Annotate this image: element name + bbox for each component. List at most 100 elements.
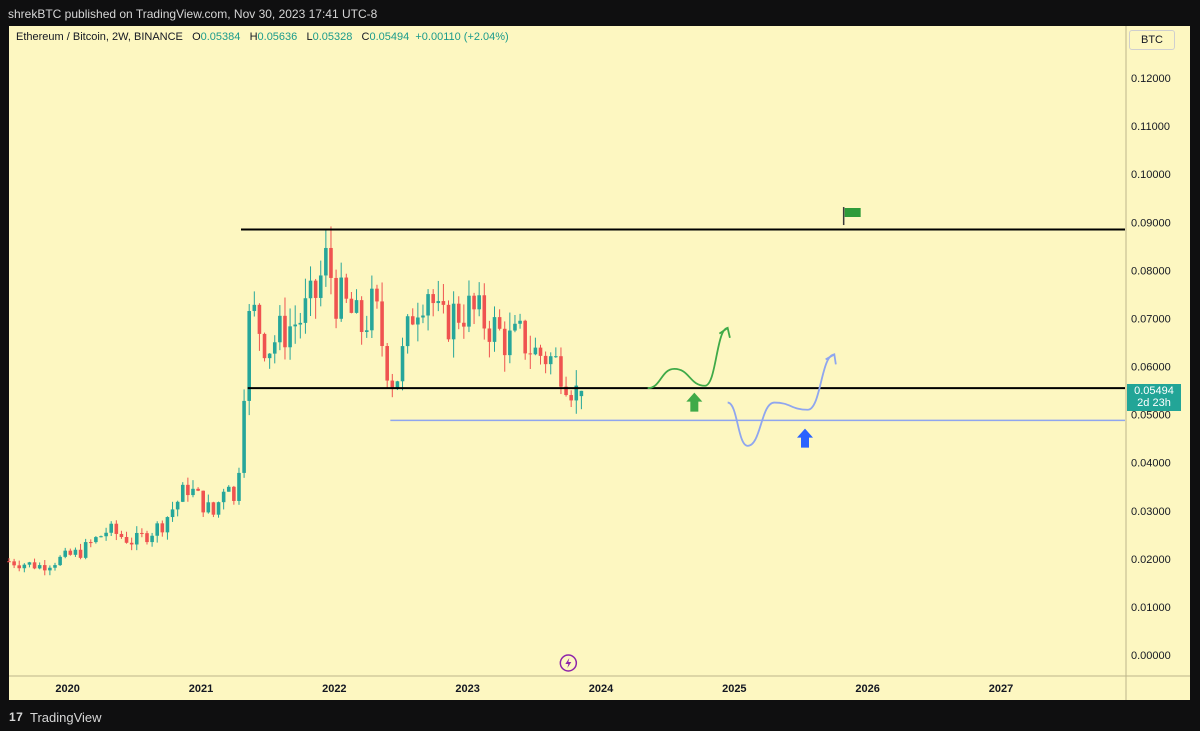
candle-body (318, 275, 323, 298)
candle-body (559, 356, 563, 387)
candle-body (354, 300, 359, 313)
candle-body (431, 294, 435, 304)
candle-body (523, 320, 527, 354)
candle-body (114, 523, 119, 534)
y-tick-label: 0.01000 (1131, 602, 1171, 614)
candle-body (554, 356, 558, 358)
candle-body (410, 316, 415, 325)
x-tick-label: 2021 (189, 683, 213, 695)
candle-body (579, 390, 584, 397)
candle-body (405, 316, 410, 347)
y-tick-label: 0.10000 (1131, 169, 1171, 181)
up-arrow-icon (686, 392, 703, 412)
projection-path (647, 327, 729, 390)
candle-body (145, 533, 149, 543)
candle-body (109, 523, 114, 533)
x-tick-label: 2023 (455, 683, 479, 695)
candle-body (242, 400, 246, 473)
candle-body (170, 509, 175, 518)
tradingview-brand[interactable]: TradingView (30, 710, 102, 725)
candle-body (451, 303, 456, 340)
candle-body (569, 395, 573, 401)
candle-body (441, 301, 446, 305)
candle-body (467, 295, 471, 327)
candle-body (124, 537, 129, 543)
candle-body (58, 556, 62, 566)
candle-body (421, 315, 425, 318)
candle-body (334, 277, 338, 319)
candle-body (272, 342, 277, 354)
open-value: 0.05384 (200, 31, 241, 43)
candle-body (237, 472, 241, 501)
chart-area[interactable] (9, 26, 1190, 700)
candle-body (175, 501, 180, 510)
candle-body (104, 532, 108, 537)
candle-body (37, 565, 42, 569)
candle-body (298, 322, 303, 325)
candle-body (518, 320, 522, 324)
close-value: 0.05494 (369, 31, 410, 43)
candle-body (42, 565, 47, 571)
candle-body (201, 490, 205, 513)
candle-body (191, 488, 195, 496)
y-tick-label: 0.00000 (1131, 650, 1171, 662)
candle-body (339, 277, 343, 319)
candle-body (543, 355, 548, 365)
candles (7, 226, 584, 576)
candle-body (390, 380, 395, 390)
x-tick-label: 2022 (322, 683, 346, 695)
candle-body (252, 304, 257, 312)
candle-body (73, 549, 78, 555)
symbol-name[interactable]: Ethereum / Bitcoin, 2W, BINANCE (16, 31, 183, 43)
candle-body (472, 295, 476, 310)
candle-body (32, 562, 37, 569)
publisher-bar: shrekBTC published on TradingView.com, N… (0, 0, 1200, 26)
lightning-bolt (565, 658, 572, 668)
candle-body (83, 542, 88, 558)
candle-body (380, 301, 384, 347)
candle-body (426, 294, 430, 316)
axes: 0.12000 0.11000 0.10000 0.09000 0.08000 0.070… (9, 26, 1190, 700)
candle-body (477, 295, 481, 310)
candle-body (416, 317, 420, 325)
candle-body (155, 523, 159, 536)
flag-icon (844, 208, 861, 218)
y-tick-label: 0.12000 (1131, 73, 1171, 85)
candle-body (482, 295, 487, 329)
y-tick-label: 0.08000 (1131, 265, 1171, 277)
candle-body (160, 523, 165, 533)
candle-body (12, 561, 16, 566)
candle-body (533, 347, 538, 355)
candle-body (186, 484, 190, 496)
projection-arrowhead (825, 353, 837, 365)
currency-button[interactable]: BTC (1129, 30, 1175, 50)
last-price-tag: 0.05494 2d 23h (1127, 384, 1181, 411)
change-value: +0.00110 (+2.04%) (415, 31, 509, 43)
y-tick-label: 0.02000 (1131, 554, 1171, 566)
low-label: L (306, 31, 313, 43)
x-tick-label: 2027 (989, 683, 1013, 695)
candle-body (513, 323, 517, 331)
x-tick-label: 2026 (855, 683, 879, 695)
tradingview-logo-icon[interactable]: 17 (9, 710, 24, 724)
candle-body (303, 298, 308, 323)
y-tick-label: 0.09000 (1131, 217, 1171, 229)
candle-body (528, 353, 533, 355)
candle-body (216, 502, 221, 515)
horizontal-lines (241, 228, 1125, 422)
candle-body (211, 502, 216, 515)
candle-body (17, 565, 22, 569)
candle-body (63, 550, 68, 557)
y-tick-label: 0.06000 (1131, 362, 1171, 374)
low-value: 0.05328 (312, 31, 353, 43)
y-tick-label: 0.07000 (1131, 313, 1171, 325)
candle-body (329, 247, 333, 278)
x-tick-label: 2025 (722, 683, 746, 695)
candle-body (574, 385, 579, 401)
footer-bar: 17 TradingView (0, 702, 1200, 731)
candle-body (492, 317, 497, 342)
candle-body (308, 280, 313, 299)
candle-body (456, 303, 461, 323)
candle-body (22, 564, 27, 569)
